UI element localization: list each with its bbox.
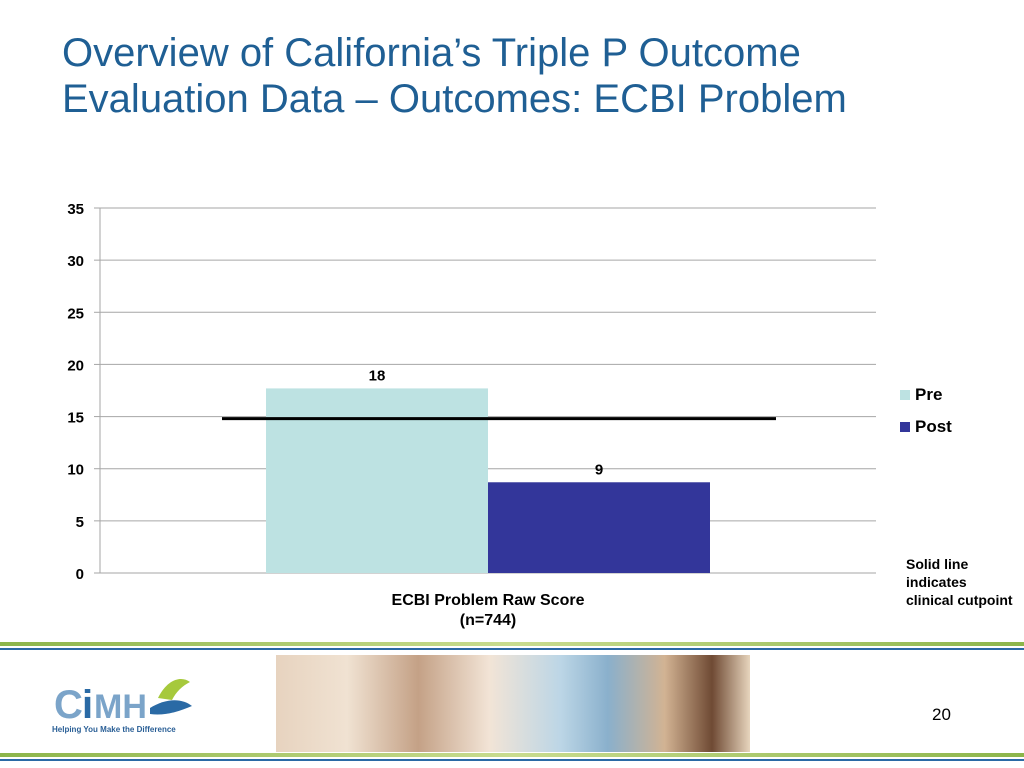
legend-swatch-pre — [900, 390, 910, 400]
bar-post — [488, 482, 710, 573]
page-number: 20 — [932, 705, 951, 724]
svg-text:C: C — [54, 683, 83, 727]
logo-tagline: Helping You Make the Difference — [52, 725, 176, 734]
legend-label-pre: Pre — [915, 385, 943, 404]
legend-item-post: Post — [900, 416, 952, 438]
chart-legend: Pre Post — [900, 384, 952, 448]
data-label-pre: 18 — [369, 367, 386, 384]
footer-divider-top — [0, 642, 1024, 646]
y-tick-label: 20 — [67, 357, 84, 374]
y-tick-label: 25 — [67, 305, 84, 322]
svg-text:i: i — [82, 683, 93, 727]
data-label-post: 9 — [595, 461, 603, 478]
footer-divider-top-blue — [0, 648, 1024, 650]
slide-title: Overview of California’s Triple P Outcom… — [62, 30, 1002, 122]
cutpoint-note: Solid line indicates clinical cutpoint — [906, 556, 1013, 608]
family-photo-collage — [276, 655, 750, 752]
slide-title-line-1: Overview of California’s Triple P Outcom… — [62, 31, 801, 75]
footer-divider-bottom-blue — [0, 759, 1024, 761]
y-tick-label: 10 — [67, 462, 84, 479]
slide-title-line-2: Evaluation Data – Outcomes: ECBI Problem — [62, 77, 847, 121]
x-category-label: ECBI Problem Raw Score — [392, 592, 585, 609]
cimh-logo: C i MH — [50, 668, 200, 740]
legend-label-post: Post — [915, 417, 952, 436]
y-tick-label: 35 — [67, 201, 84, 218]
y-tick-label: 30 — [67, 253, 84, 270]
legend-swatch-post — [900, 422, 910, 432]
y-tick-label: 5 — [76, 514, 84, 531]
y-tick-label: 0 — [76, 566, 84, 583]
x-category-label: (n=744) — [460, 612, 516, 629]
y-tick-label: 15 — [67, 410, 84, 427]
footer-divider-bottom — [0, 753, 1024, 757]
svg-text:MH: MH — [94, 688, 147, 726]
cimh-logo-graphic: C i MH — [54, 679, 192, 727]
legend-item-pre: Pre — [900, 384, 952, 406]
bar-pre — [266, 388, 488, 573]
